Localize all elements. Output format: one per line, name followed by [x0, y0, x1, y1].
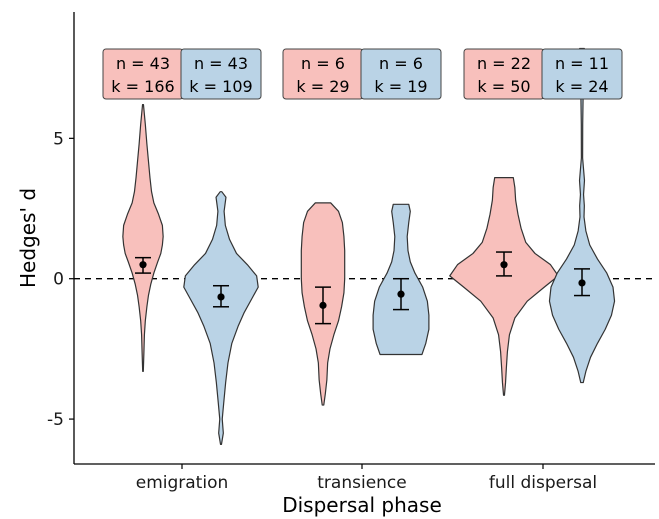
sample-size-box-0-1	[180, 48, 262, 100]
violin-0-0	[122, 104, 164, 372]
mean-point-2-1	[578, 279, 586, 287]
x-tick-label-1: transience	[317, 473, 406, 493]
sample-size-box-1-1	[360, 48, 442, 100]
sample-size-k-0-1: k = 109	[189, 77, 252, 96]
axes: emigration transience full dispersal 5 0 -5	[47, 12, 655, 493]
y-tick-label-2: -5	[47, 410, 64, 430]
sample-size-k-2-1: k = 24	[555, 77, 608, 96]
violin-0-1	[183, 191, 259, 445]
mean-point-2-0	[500, 261, 508, 269]
sample-size-n-2-0: n = 22	[477, 54, 531, 73]
sample-size-k-0-0: k = 166	[111, 77, 174, 96]
sample-size-box-2-1	[541, 48, 623, 100]
y-tick-label-0: 5	[53, 129, 64, 149]
y-axis-title: Hedges' d	[16, 188, 40, 288]
sample-size-n-1-0: n = 6	[301, 54, 345, 73]
mean-point-0-0	[139, 261, 147, 269]
sample-size-n-0-1: n = 43	[194, 54, 248, 73]
violin-2-0	[449, 177, 559, 396]
x-tick-label-2: full dispersal	[489, 473, 597, 493]
sample-size-k-1-1: k = 19	[374, 77, 427, 96]
sample-size-k-2-0: k = 50	[477, 77, 530, 96]
mean-point-0-1	[217, 293, 225, 301]
x-axis-title: Dispersal phase	[282, 493, 442, 517]
x-tick-label-0: emigration	[136, 473, 229, 493]
sample-size-n-0-0: n = 43	[116, 54, 170, 73]
mean-point-1-0	[319, 301, 327, 309]
sample-size-n-1-1: n = 6	[379, 54, 423, 73]
mean-point-1-1	[397, 290, 405, 298]
plot-area: n = 43 k = 166 n = 43 k = 109 n = 6 k = 29 n =…	[74, 47, 655, 445]
sample-size-k-1-0: k = 29	[296, 77, 349, 96]
sample-size-n-2-1: n = 11	[555, 54, 609, 73]
y-tick-label-1: 0	[53, 270, 64, 290]
